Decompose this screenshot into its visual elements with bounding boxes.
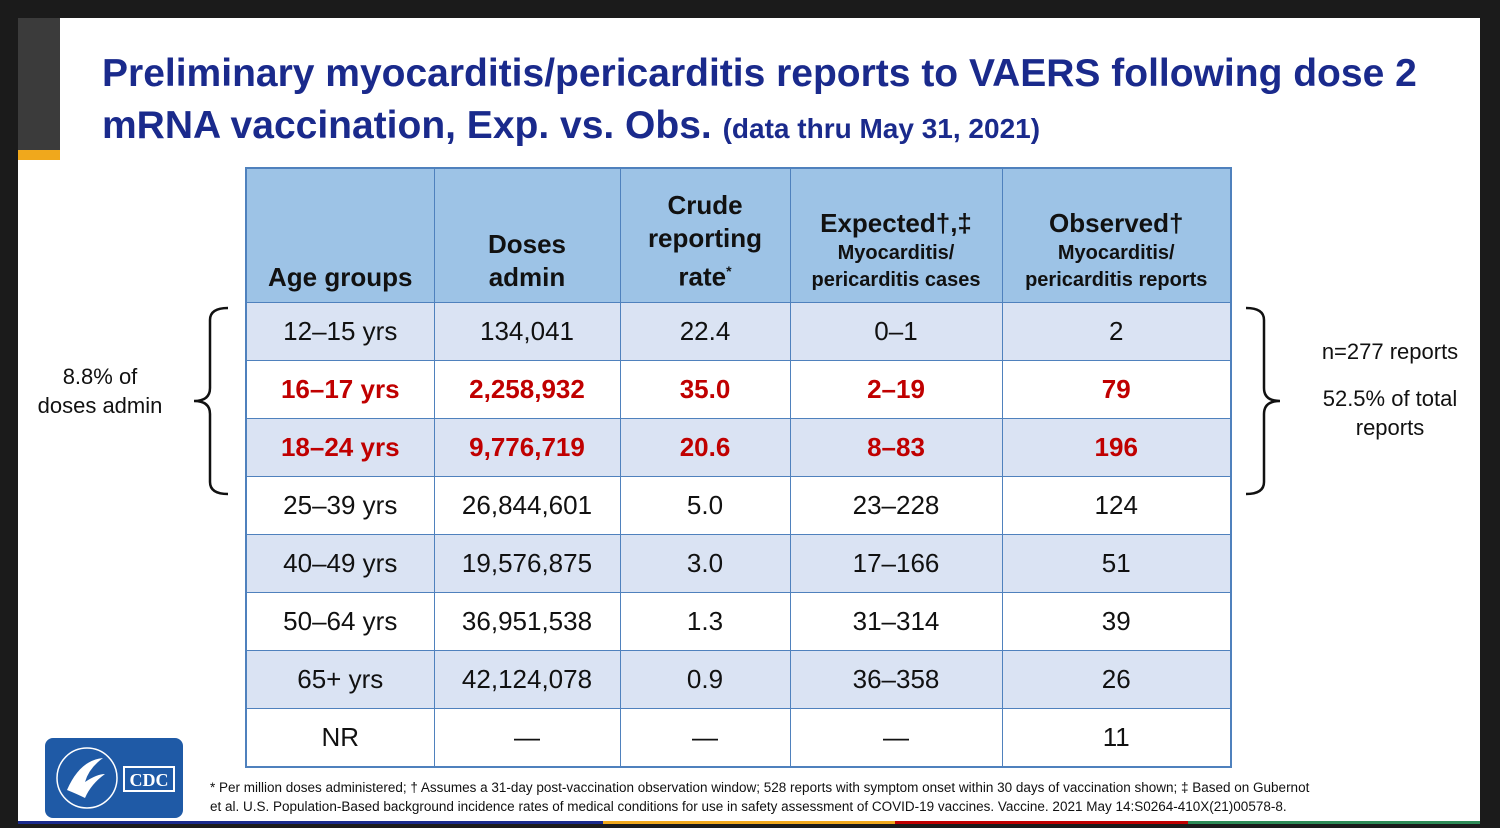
- right-brace: [1245, 306, 1281, 496]
- cell-expected: 0–1: [789, 301, 1003, 361]
- cell-observed: 26: [1001, 649, 1232, 709]
- cell-observed: 79: [1001, 359, 1232, 419]
- cell-doses: 26,844,601: [433, 475, 621, 535]
- cell-rate: 5.0: [619, 475, 791, 535]
- header-observed: Observed† Myocarditis/ pericarditis repo…: [1001, 167, 1232, 303]
- bottom-color-stripe: [18, 821, 1480, 824]
- data-table: Age groups Doses admin Crude reporting rate…: [245, 167, 1232, 768]
- title-main: Preliminary myocarditis/pericarditis rep…: [102, 52, 1417, 147]
- svg-text:CDC: CDC: [130, 770, 169, 790]
- table-header-row: Age groups Doses admin Crude reporting rate…: [245, 167, 1232, 303]
- cell-rate: —: [619, 707, 791, 767]
- cell-expected: 17–166: [789, 533, 1003, 593]
- cell-doses: 19,576,875: [433, 533, 621, 593]
- accent-stripe: [18, 150, 60, 160]
- right-annotation-percent: 52.5% of total reports: [1322, 386, 1458, 440]
- cell-expected: —: [789, 707, 1003, 767]
- cell-age: 18–24 yrs: [245, 417, 435, 477]
- table-row: 16–17 yrs 2,258,932 35.0 2–19 79: [245, 359, 1232, 419]
- cell-doses: 2,258,932: [433, 359, 621, 419]
- table-row: 12–15 yrs 134,041 22.4 0–1 2: [245, 301, 1232, 361]
- cell-doses: 134,041: [433, 301, 621, 361]
- cell-expected: 31–314: [789, 591, 1003, 651]
- header-expected: Expected†,‡ Myocarditis/ pericarditis ca…: [789, 167, 1003, 303]
- cell-observed: 39: [1001, 591, 1232, 651]
- cell-expected: 23–228: [789, 475, 1003, 535]
- left-annotation: 8.8% of doses admin: [37, 364, 163, 418]
- table-row: 25–39 yrs 26,844,601 5.0 23–228 124: [245, 475, 1232, 535]
- slide: Preliminary myocarditis/pericarditis rep…: [18, 18, 1480, 824]
- slide-title: Preliminary myocarditis/pericarditis rep…: [102, 48, 1442, 155]
- cell-doses: 36,951,538: [433, 591, 621, 651]
- cell-doses: —: [433, 707, 621, 767]
- cell-age: 16–17 yrs: [245, 359, 435, 419]
- header-doses: Doses admin: [433, 167, 621, 303]
- cell-rate: 3.0: [619, 533, 791, 593]
- title-subtitle: (data thru May 31, 2021): [722, 113, 1041, 144]
- header-crude-rate: Crude reporting rate*: [619, 167, 791, 303]
- data-table-container: Age groups Doses admin Crude reporting rate…: [245, 167, 1232, 768]
- table-row: NR — — —11: [245, 707, 1232, 767]
- accent-bar: [18, 18, 60, 150]
- cell-rate: 0.9: [619, 649, 791, 709]
- table-body: 12–15 yrs 134,041 22.4 0–1 2 16–17 yrs 2,258,9…: [245, 301, 1232, 767]
- cell-rate: 20.6: [619, 417, 791, 477]
- cell-age: 50–64 yrs: [245, 591, 435, 651]
- cell-observed: 124: [1001, 475, 1232, 535]
- header-age: Age groups: [245, 167, 435, 303]
- cell-doses: 42,124,078: [433, 649, 621, 709]
- cell-age: 40–49 yrs: [245, 533, 435, 593]
- table-row: 18–24 yrs 9,776,719 20.6 8–83 196: [245, 417, 1232, 477]
- cell-observed: 196: [1001, 417, 1232, 477]
- cell-observed: 2: [1001, 301, 1232, 361]
- cell-observed: 11: [1001, 707, 1232, 767]
- left-brace: [193, 306, 229, 496]
- table-row: 65+ yrs 42,124,078 0.9 36–358 26: [245, 649, 1232, 709]
- cell-age: 25–39 yrs: [245, 475, 435, 535]
- cell-age: 65+ yrs: [245, 649, 435, 709]
- right-annotation-count: n=277 reports: [1321, 339, 1459, 364]
- cell-observed: 51: [1001, 533, 1232, 593]
- cell-age: NR: [245, 707, 435, 767]
- cell-doses: 9,776,719: [433, 417, 621, 477]
- table-row: 50–64 yrs 36,951,538 1.3 31–314 39: [245, 591, 1232, 651]
- hhs-eagle-icon: [67, 758, 105, 798]
- cell-expected: 36–358: [789, 649, 1003, 709]
- cell-age: 12–15 yrs: [245, 301, 435, 361]
- table-row: 40–49 yrs 19,576,875 3.0 17–166 51: [245, 533, 1232, 593]
- cell-expected: 2–19: [789, 359, 1003, 419]
- cdc-logo: CDC: [45, 738, 183, 818]
- cell-rate: 22.4: [619, 301, 791, 361]
- cell-expected: 8–83: [789, 417, 1003, 477]
- cell-rate: 1.3: [619, 591, 791, 651]
- cell-rate: 35.0: [619, 359, 791, 419]
- footnote: * Per million doses administered; † Assu…: [210, 780, 1310, 814]
